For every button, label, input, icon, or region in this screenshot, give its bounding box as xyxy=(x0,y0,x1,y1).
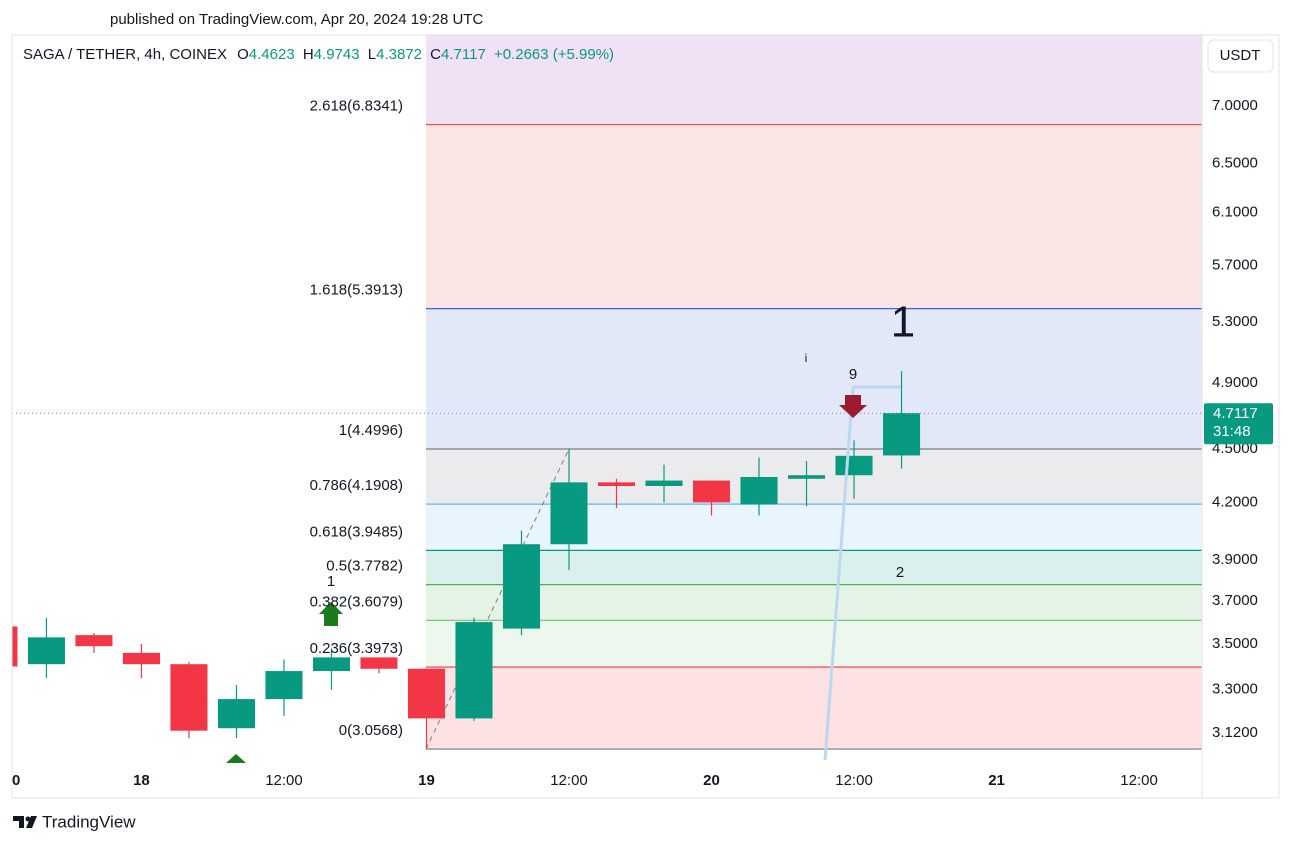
y-tick-label: 5.3000 xyxy=(1212,313,1258,330)
symbol: SAGA / TETHER, 4h, COINEX xyxy=(23,46,227,63)
fib-zone xyxy=(426,584,1202,621)
pane-border xyxy=(11,34,1280,799)
currency[interactable]: USDT xyxy=(1220,47,1261,64)
candle-body xyxy=(550,482,588,545)
x-tick-label: 20 xyxy=(703,772,720,789)
fib-zone xyxy=(426,124,1202,309)
fib-zone xyxy=(426,667,1202,750)
candle-body xyxy=(455,622,493,719)
annotation: 1 xyxy=(327,573,335,590)
candle-body xyxy=(407,668,446,719)
change-percent: (+5.99%) xyxy=(553,46,614,63)
fib-label: 0.786(4.1908) xyxy=(310,477,403,494)
y-tick-label: 3.7000 xyxy=(1212,592,1258,609)
candle-body xyxy=(75,635,113,647)
candle-body xyxy=(740,476,778,505)
candle-body xyxy=(217,699,255,729)
footer-logo: TradingView xyxy=(13,812,136,831)
y-tick-label: 3.1200 xyxy=(1212,724,1258,741)
footer-brand: TradingView xyxy=(42,812,136,831)
annotation: i xyxy=(805,351,808,365)
ohlc-value: 4.3872 xyxy=(376,46,422,63)
fib-label: 1.618(5.3913) xyxy=(310,282,403,299)
fib-zone xyxy=(426,504,1202,551)
arrow-up xyxy=(319,602,343,626)
y-tick-label: 5.7000 xyxy=(1212,256,1258,273)
candle-body xyxy=(12,626,18,667)
x-tick-label: 19 xyxy=(418,772,435,789)
y-tick-label: 6.5000 xyxy=(1212,154,1258,171)
fib-label: 0.236(3.3973) xyxy=(310,640,403,657)
arrow-up xyxy=(226,754,246,763)
fib-label: 0.5(3.7782) xyxy=(326,558,403,575)
ohlc-value: 4.9743 xyxy=(314,46,360,63)
candle-body xyxy=(27,637,65,665)
candle-body xyxy=(360,657,398,669)
x-tick-label: 12:00 xyxy=(1120,772,1158,789)
fib-top-zone xyxy=(426,35,1202,125)
currency-button[interactable] xyxy=(1207,39,1274,73)
fib-label: 0(3.0568) xyxy=(339,722,403,739)
fib-label: 0.382(3.6079) xyxy=(310,593,403,610)
y-tick-label: 3.3000 xyxy=(1212,681,1258,698)
candle-body xyxy=(122,652,160,665)
candle-body xyxy=(645,480,683,486)
candle-body xyxy=(502,544,541,629)
x-tick-label: 21 xyxy=(988,772,1005,789)
candle-body xyxy=(835,455,873,476)
ohlc-key: H xyxy=(303,46,314,63)
change: +0.2663 xyxy=(494,46,549,63)
y-tick-label: 4.2000 xyxy=(1212,493,1258,510)
annotation: 9 xyxy=(849,366,857,383)
ohlc-key: L xyxy=(368,46,376,63)
price-tag xyxy=(1204,403,1273,445)
ohlc-value: 4.7117 xyxy=(441,46,486,63)
annotation: 2 xyxy=(896,564,904,581)
ohlc-key: O xyxy=(237,46,249,63)
y-tick-label: 7.0000 xyxy=(1212,97,1258,114)
fib-label: 1(4.4996) xyxy=(339,422,403,439)
ohlc-value: 4.4623 xyxy=(249,46,295,63)
candle-body xyxy=(170,664,208,731)
annotation: 1 xyxy=(891,298,915,347)
chart-legend: SAGA / TETHER, 4h, COINEX O4.4623 H4.974… xyxy=(23,46,614,63)
price-tag-value: 4.7117 xyxy=(1213,405,1258,422)
fib-zone xyxy=(426,308,1202,449)
x-tick-label: 0 xyxy=(12,772,20,789)
logo-dot xyxy=(25,816,31,822)
y-tick-label: 3.5000 xyxy=(1212,635,1258,652)
x-tick-label: 18 xyxy=(133,772,150,789)
fib-label: 0.618(3.9485) xyxy=(310,523,403,540)
candle-body xyxy=(883,413,921,456)
y-tick-label: 6.1000 xyxy=(1212,204,1258,221)
x-tick-label: 12:00 xyxy=(265,772,303,789)
fib-label: 2.618(6.8341) xyxy=(310,98,403,115)
arrow-down xyxy=(839,395,867,418)
published-note: published on TradingView.com, Apr 20, 20… xyxy=(110,11,483,28)
candle-body xyxy=(787,475,826,479)
logo-mark xyxy=(13,816,37,828)
fib-zone xyxy=(426,550,1202,585)
candle-body xyxy=(265,671,303,700)
y-tick-label: 3.9000 xyxy=(1212,551,1258,568)
plot-area xyxy=(12,35,1202,763)
candle-body xyxy=(692,480,731,503)
candle-body xyxy=(597,482,636,486)
y-tick-label: 4.9000 xyxy=(1212,374,1258,391)
x-tick-label: 12:00 xyxy=(835,772,873,789)
signal-line xyxy=(823,386,855,761)
candle-body xyxy=(312,657,350,672)
price-tag-countdown: 31:48 xyxy=(1213,423,1251,440)
fib-zone xyxy=(426,620,1202,668)
x-tick-label: 12:00 xyxy=(550,772,588,789)
fib-trend-line xyxy=(425,448,570,750)
ohlc-key: C xyxy=(430,46,441,63)
